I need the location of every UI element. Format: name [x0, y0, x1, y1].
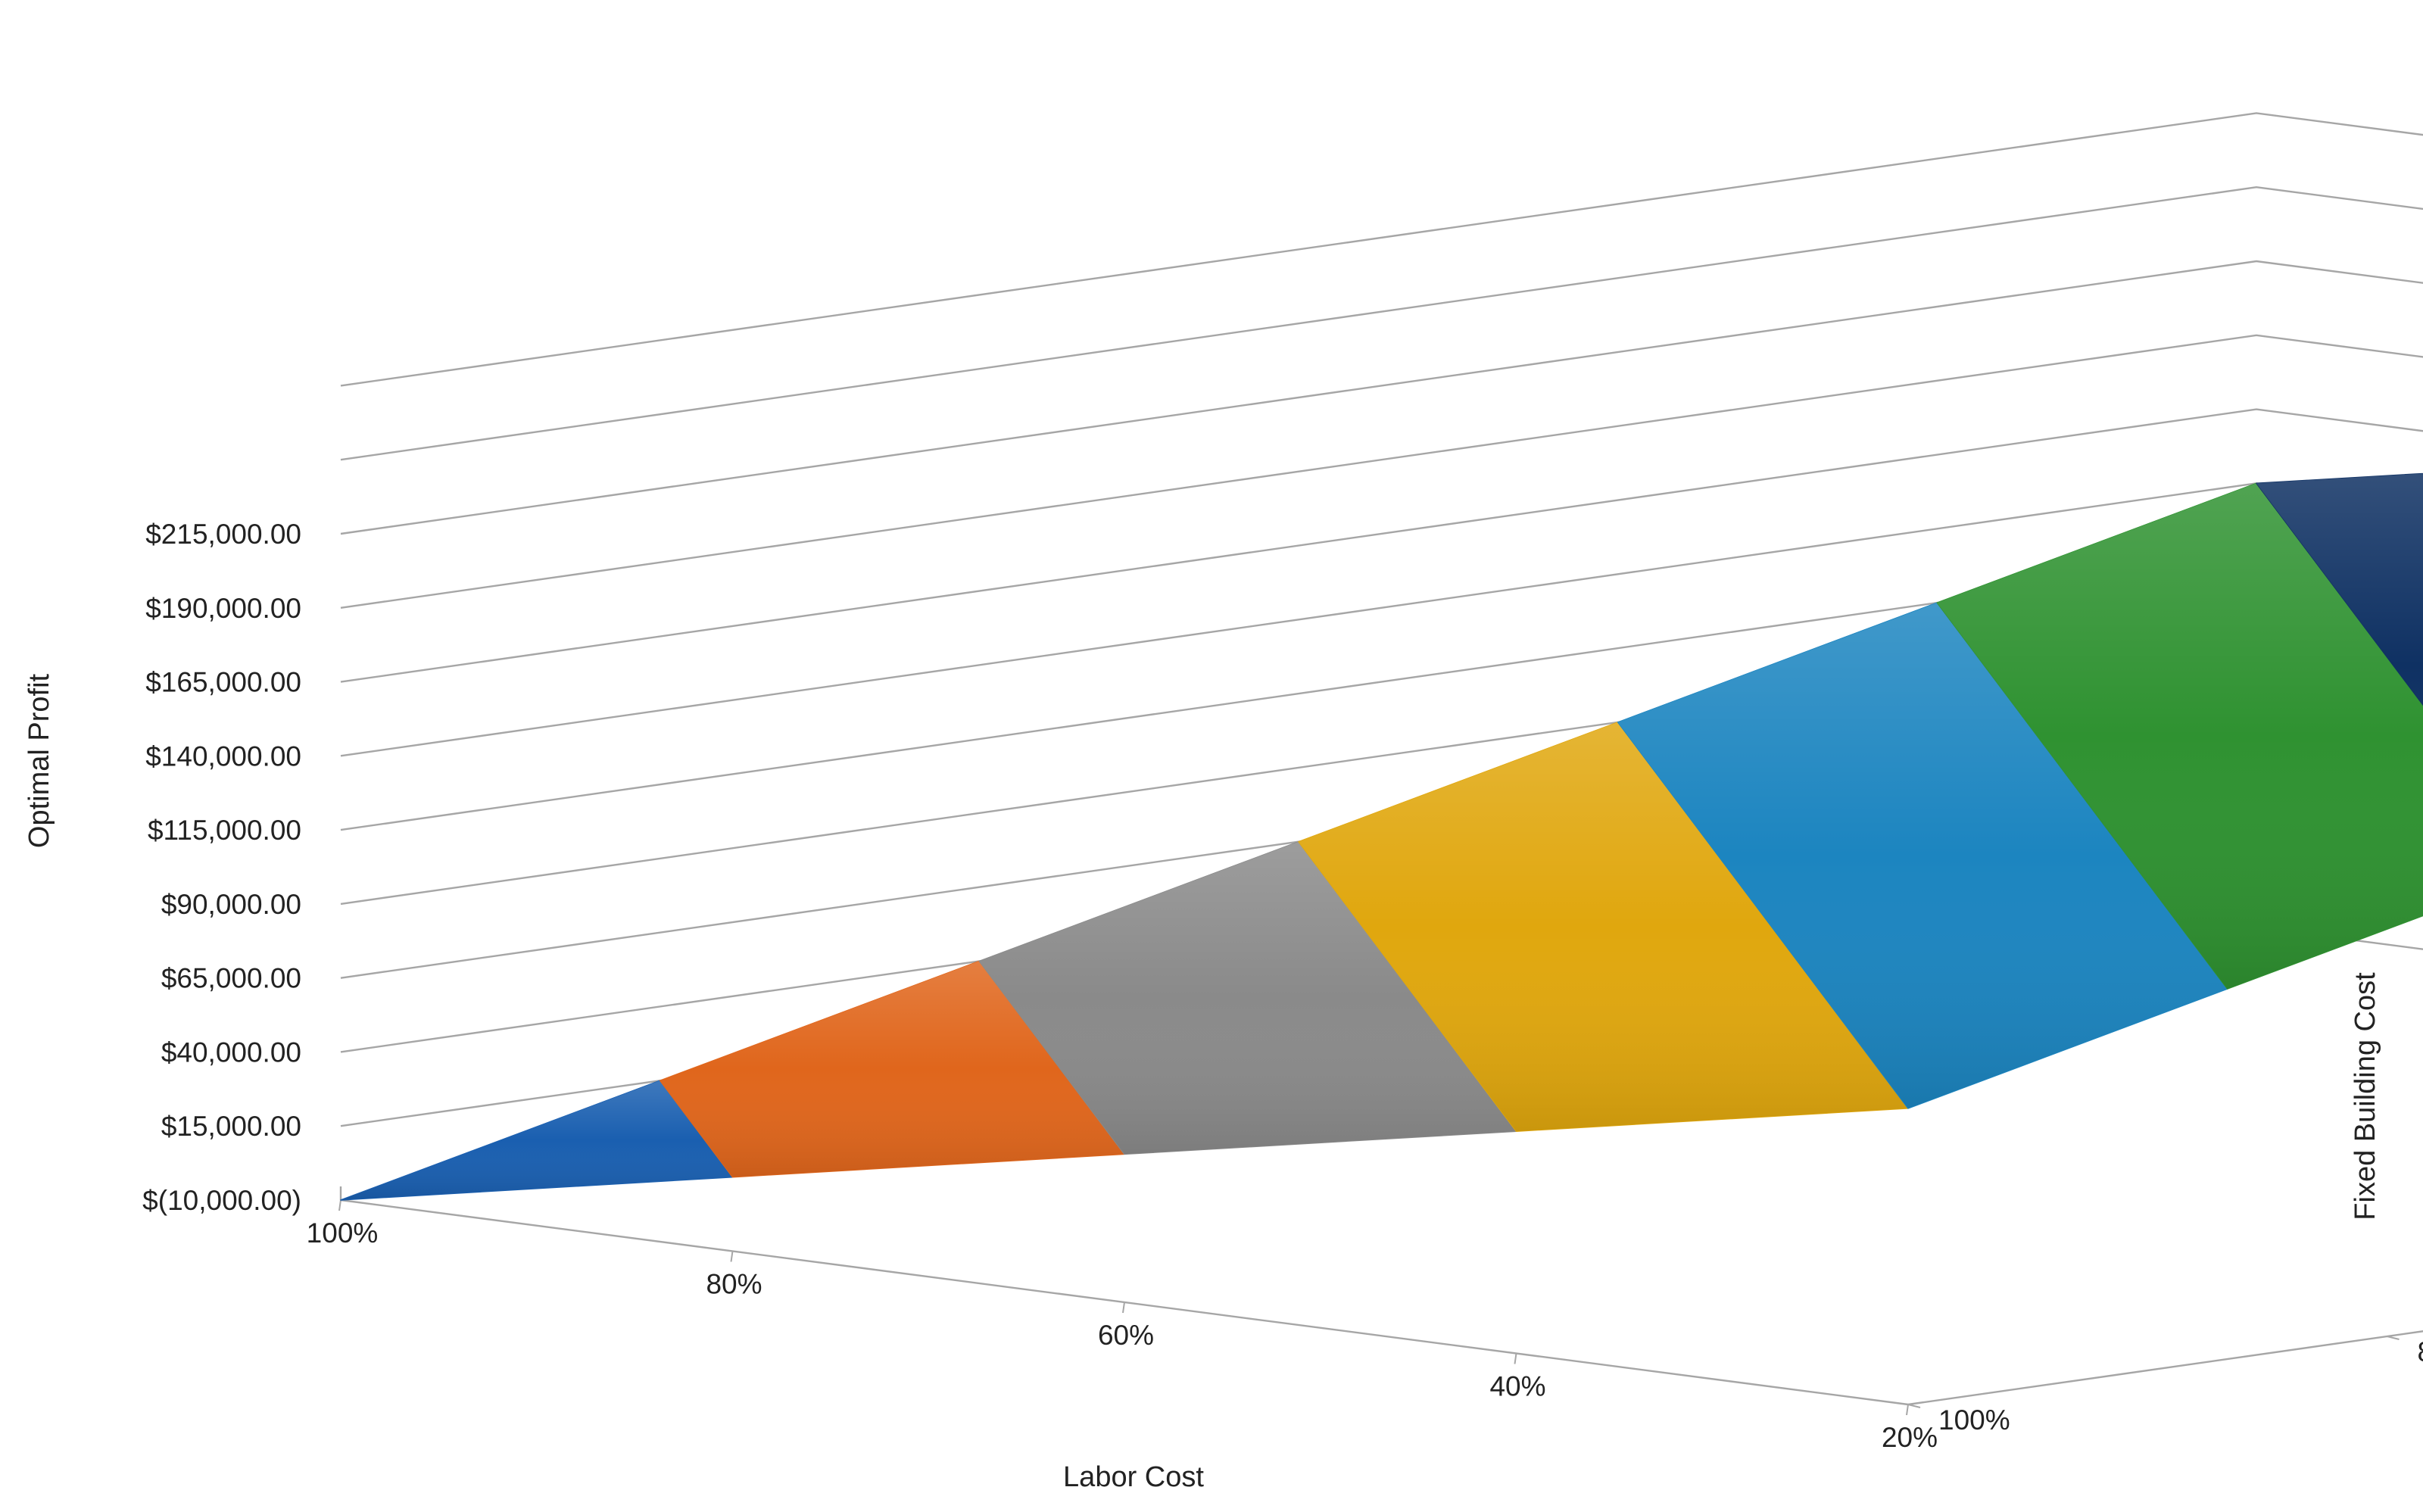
y-tick-label: 100%	[1938, 1404, 2010, 1436]
x-tick-label: 80%	[706, 1269, 762, 1300]
y-axis-title: Fixed Building Cost	[2350, 972, 2381, 1221]
x-tick-mark	[1122, 1302, 1125, 1314]
z-tick-label: $90,000.00	[161, 889, 301, 920]
z-tick-label: $165,000.00	[145, 667, 301, 698]
z-tick-label: $40,000.00	[161, 1037, 301, 1068]
surface-band-shade	[660, 961, 1124, 1177]
z-tick-label: $65,000.00	[161, 963, 301, 994]
x-axis-title: Labor Cost	[1063, 1461, 1204, 1493]
y-tick-label: 80%	[2418, 1336, 2423, 1367]
z-tick-label: $190,000.00	[145, 593, 301, 624]
z-tick-label: $15,000.00	[161, 1111, 301, 1142]
y-tick-mark	[2387, 1336, 2400, 1340]
z-gridline	[340, 186, 2423, 461]
z-axis-tick-labels: $(10,000.00) $15,000.00 $40,000.00 $65,000.…	[142, 519, 301, 1216]
x-tick-mark	[730, 1251, 734, 1262]
z-gridline	[340, 112, 2423, 387]
surface-band-shade	[1617, 603, 2228, 1108]
surface-band-shade	[341, 1080, 733, 1200]
surface-band-shade	[1299, 722, 1908, 1132]
x-axis-tick-labels: 100% 80% 60% 40% 20%	[307, 1217, 1938, 1453]
z-tick-label: $140,000.00	[145, 740, 301, 772]
x-tick-label: 60%	[1098, 1320, 1154, 1351]
z-gridline	[340, 334, 2423, 609]
x-tick-label: 20%	[1882, 1422, 1938, 1453]
x-tick-mark	[338, 1199, 341, 1211]
x-tick-label: 40%	[1489, 1371, 1545, 1402]
y-axis-line	[1907, 1330, 2423, 1406]
z-axis-title: Optimal Profit	[23, 673, 55, 848]
y-tick-mark	[1907, 1404, 1921, 1408]
z-gridline	[340, 408, 2423, 683]
z-tick-label: $115,000.00	[148, 815, 301, 846]
z-gridline	[340, 260, 2423, 535]
x-tick-label: 100%	[307, 1217, 379, 1249]
surface	[340, 472, 2423, 1201]
z-tick-label: $215,000.00	[145, 519, 301, 550]
surface-band-shade	[979, 841, 1517, 1155]
x-tick-mark	[1906, 1404, 1909, 1416]
x-tick-mark	[1514, 1353, 1517, 1364]
y-axis-tick-labels: 20%40%60%80%100%	[1938, 1336, 2423, 1436]
surface-band-shade	[1937, 483, 2423, 990]
surface-band-shade	[2256, 473, 2423, 706]
axes	[338, 1186, 2423, 1416]
z-tick-label: $(10,000.00)	[142, 1185, 301, 1216]
